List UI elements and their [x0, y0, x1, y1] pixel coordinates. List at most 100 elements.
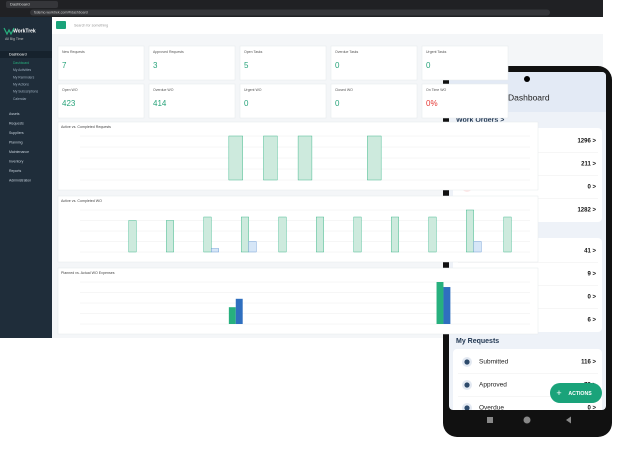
chart-bar — [263, 135, 278, 181]
chart-bar — [211, 248, 219, 253]
row-value: 1296 > — [577, 139, 596, 145]
card-value: 0% — [426, 99, 438, 108]
card-label: Urgent WO — [244, 88, 262, 92]
url: fsdemo.worktrek.com/#/dashboard — [34, 11, 88, 15]
row-icon-dot — [464, 405, 470, 410]
card-value: 0 — [244, 99, 249, 108]
card-label: Overdue WO — [153, 88, 174, 92]
chart-bar — [278, 216, 287, 253]
row-label[interactable]: Approved — [479, 382, 507, 389]
tab-title: Dashboard — [10, 2, 30, 7]
chart-bar — [443, 287, 451, 324]
sub-item[interactable]: My Subscriptions — [13, 90, 38, 94]
row-icon-dot — [464, 359, 470, 365]
actions-button[interactable] — [550, 383, 602, 403]
chart-bar — [166, 220, 174, 253]
card-value: 414 — [153, 99, 167, 108]
card-value: 0 — [335, 61, 340, 70]
stat-card — [239, 45, 327, 81]
sub-item[interactable]: My Actions — [13, 82, 29, 86]
chart-bar — [241, 216, 249, 253]
brand: WorkTrek — [13, 28, 36, 34]
tab — [6, 1, 58, 8]
sub-item[interactable]: Calendar — [13, 97, 27, 101]
row-value: 211 > — [581, 162, 596, 168]
stat-card — [239, 83, 327, 119]
sub-item[interactable]: Dashboard — [13, 61, 29, 65]
row-value: 0 > — [587, 406, 596, 412]
nav-item[interactable]: Reports — [9, 169, 22, 173]
chart-bar — [353, 216, 362, 253]
card-label: Overdue Tasks — [335, 50, 359, 54]
sub-item[interactable]: My Activities — [13, 68, 31, 72]
nav-item[interactable]: Administration — [9, 178, 31, 182]
chart-bar — [436, 282, 444, 324]
row-value: 6 > — [587, 318, 596, 324]
card-value: 5 — [244, 61, 249, 70]
nav-item[interactable]: Planning — [9, 140, 23, 144]
row-value: 41 > — [584, 249, 596, 255]
sidebar — [0, 17, 52, 338]
nav-item[interactable]: Assets — [9, 112, 20, 116]
chart-bar — [248, 241, 257, 253]
card-label: Approved Requests — [153, 50, 184, 54]
card-value: 423 — [62, 99, 76, 108]
card-value: 7 — [62, 61, 67, 70]
nav-item[interactable]: Requests — [9, 121, 24, 125]
stat-card — [330, 45, 418, 81]
stat-card — [57, 45, 145, 81]
section: Dashboard — [9, 52, 27, 56]
card-label: Open Tasks — [244, 50, 263, 54]
card-value: 3 — [153, 61, 158, 70]
chart-bar — [228, 307, 236, 324]
chart-bar — [316, 216, 324, 253]
chart-title: Active vs. Completed Requests — [61, 125, 111, 129]
actions-label: ACTIONS — [568, 391, 592, 397]
card-value: 0 — [335, 99, 340, 108]
chart-bar — [473, 241, 482, 253]
row-label[interactable]: Overdue — [479, 405, 504, 412]
stat-card — [57, 83, 145, 119]
chart-bar — [297, 135, 313, 181]
logo — [3, 27, 15, 36]
chart-bar — [128, 220, 137, 253]
nav-item[interactable]: Maintenance — [9, 150, 29, 154]
actions-plus: + — [556, 388, 561, 398]
chart-card — [57, 195, 539, 263]
card-label: On Time WO — [426, 88, 447, 92]
chart-bar — [503, 216, 512, 253]
chart-bar — [228, 135, 243, 181]
nav-back — [566, 416, 571, 424]
row-value: 1282 > — [577, 208, 596, 214]
add-button[interactable] — [56, 21, 66, 29]
section-title: Work Orders > — [456, 117, 504, 124]
nav-item[interactable]: Inventory — [9, 159, 24, 163]
chart-title: Active vs. Completed WO — [61, 199, 102, 203]
chart-bar — [466, 209, 474, 253]
url-bar — [30, 9, 550, 16]
chart-bar — [391, 216, 399, 253]
chart-card — [57, 267, 539, 335]
camera — [524, 76, 530, 82]
chart-bar — [235, 298, 243, 324]
stat-card — [330, 83, 418, 119]
nav-home — [523, 416, 531, 424]
row-value: 0 > — [587, 295, 596, 301]
stat-card — [421, 45, 509, 81]
chart-title: Planned vs. Actual WO Expenses — [61, 271, 115, 275]
chart-bar — [367, 135, 382, 181]
org: All Big Time — [5, 37, 24, 41]
search: Search for something — [74, 23, 108, 27]
nav-item[interactable]: Suppliers — [9, 131, 24, 135]
sub-item[interactable]: My Reminders — [13, 75, 35, 79]
row-label[interactable]: Submitted — [479, 359, 509, 366]
card-value: 0 — [426, 61, 431, 70]
card-label: Open WO — [62, 88, 78, 92]
row-value: 0 > — [587, 185, 596, 191]
header — [52, 17, 603, 34]
active-section — [0, 51, 52, 58]
row-value: 9 > — [587, 272, 596, 278]
chart-bar — [428, 216, 437, 253]
stat-card — [148, 83, 236, 119]
chart-bar — [203, 216, 212, 253]
